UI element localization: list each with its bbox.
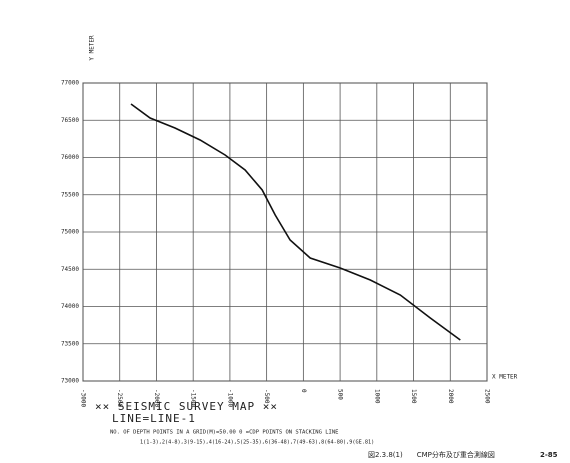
x-tick-label: -1500 (190, 389, 197, 407)
y-tick-label: 75500 (61, 191, 79, 198)
x-tick-label: -500 (263, 389, 270, 404)
figure-caption: 図2.3.8(1) CMP分布及び重合測線図 (368, 450, 495, 459)
x-tick-label: -3000 (80, 389, 87, 407)
note: 1(1-3),2(4-8),3(9-15),4(16-24),5(25-35),… (140, 440, 374, 446)
stacking-line (130, 103, 461, 341)
x-tick-label: 1000 (373, 389, 380, 404)
x-tick-label: -1000 (226, 389, 233, 407)
x-tick-label: 500 (337, 389, 344, 400)
y-tick-label: 76000 (61, 154, 79, 161)
y-tick-label: 74500 (61, 266, 79, 273)
y-tick-label: 74000 (61, 303, 79, 310)
note: NO. OF DEPTH POINTS IN A GRID(M)=50.00 0… (110, 430, 338, 436)
x-tick-label: 2500 (484, 389, 491, 404)
page-number: 2-85 (540, 451, 558, 459)
y-tick-label: 76500 (61, 117, 79, 124)
x-tick-label: 0 (300, 389, 307, 393)
y-tick-label: 73500 (61, 340, 79, 347)
x-tick-label: -2000 (153, 389, 160, 407)
x-tick-label: 2000 (447, 389, 454, 404)
y-tick-label: 75000 (61, 229, 79, 236)
chart-title: ×× SEISMIC SURVEY MAP ×× (95, 400, 278, 413)
y-tick-label: 77000 (61, 80, 79, 87)
y-tick-label: 73000 (61, 378, 79, 385)
x-tick-label: -2500 (116, 389, 123, 407)
chart-subtitle: LINE=LINE-1 (112, 412, 196, 425)
x-axis-label: X METER (492, 374, 518, 381)
y-axis-label: Y METER (89, 35, 96, 61)
x-tick-label: 1500 (410, 389, 417, 404)
